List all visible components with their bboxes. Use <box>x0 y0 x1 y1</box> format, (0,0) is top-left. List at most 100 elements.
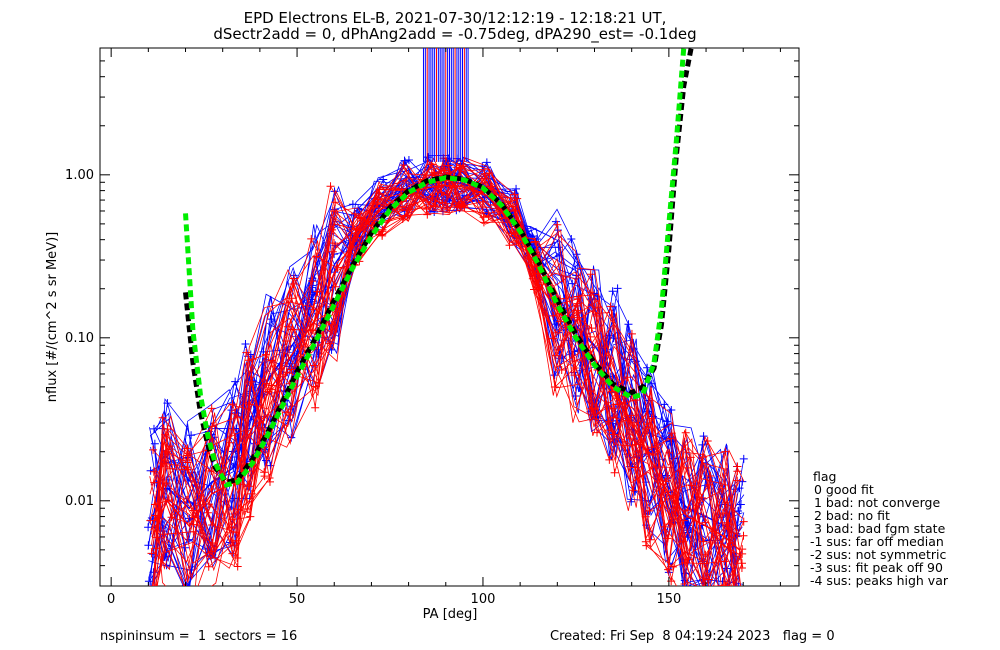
data-point <box>681 591 689 599</box>
data-point <box>724 590 732 598</box>
data-point <box>348 200 357 209</box>
flag-legend: flag 0 good fit 1 bad: not converge 2 ba… <box>810 469 949 588</box>
data-point <box>309 326 318 335</box>
data-point <box>549 311 558 320</box>
data-point <box>723 518 732 527</box>
data-point <box>587 324 596 333</box>
data-point <box>606 302 615 311</box>
legend-entry: 2 bad: no fit <box>810 508 890 523</box>
legend-entry: -4 sus: peaks high var <box>810 573 949 588</box>
data-point <box>149 614 157 622</box>
data-point <box>260 468 269 477</box>
data-point <box>716 593 724 601</box>
data-point <box>732 611 740 619</box>
y-tick-label: 1.00 <box>65 168 94 183</box>
data-point <box>647 414 656 423</box>
data-point <box>266 461 275 470</box>
data-point <box>144 523 153 532</box>
data-point <box>400 156 409 165</box>
data-point <box>717 616 725 624</box>
data-point <box>398 214 407 223</box>
data-point <box>144 577 153 586</box>
data-point <box>437 188 446 197</box>
data-point <box>427 160 436 169</box>
data-point <box>623 373 632 382</box>
data-point <box>233 412 242 421</box>
data-point <box>510 190 519 199</box>
data-point <box>723 542 732 551</box>
chart-title-line2: dSectr2add = 0, dPhAng2add = -0.75deg, d… <box>213 25 696 44</box>
data-point <box>307 234 316 243</box>
data-point <box>162 552 171 561</box>
data-point <box>150 478 159 487</box>
spectrum-line <box>151 174 730 586</box>
data-point <box>531 237 540 246</box>
data-point <box>667 434 676 443</box>
data-point <box>665 520 674 529</box>
spectrum-line <box>155 172 741 586</box>
spectrum-line <box>154 195 741 586</box>
data-point <box>163 447 172 456</box>
data-point <box>480 175 489 184</box>
data-point <box>373 200 382 209</box>
data-point <box>551 351 560 360</box>
data-point <box>160 530 169 539</box>
data-point <box>587 386 596 395</box>
data-point <box>648 443 657 452</box>
data-point <box>665 448 674 457</box>
data-point <box>557 366 566 375</box>
data-point <box>331 198 340 207</box>
data-point <box>375 189 384 198</box>
data-point <box>378 231 387 240</box>
data-point <box>627 411 636 420</box>
data-point <box>207 404 216 413</box>
data-point <box>739 454 748 463</box>
data-point <box>718 484 727 493</box>
footer-right: Created: Fri Sep 8 04:19:24 2023 flag = … <box>550 629 835 644</box>
data-point <box>513 194 522 203</box>
data-point <box>149 467 158 476</box>
legend-entry: 0 good fit <box>810 482 874 497</box>
data-point <box>404 156 413 165</box>
spectrum-line <box>155 167 745 568</box>
data-point <box>245 482 254 491</box>
data-point <box>630 463 639 472</box>
fit-curve-green <box>183 48 687 488</box>
data-point <box>667 406 676 415</box>
data-point <box>721 447 730 456</box>
data-point <box>457 200 466 209</box>
data-point <box>430 168 439 177</box>
data-point <box>229 425 238 434</box>
data-point <box>428 193 437 202</box>
data-point <box>681 428 690 437</box>
y-axis-label: nflux [#/(cm^2 s sr MeV)] <box>45 232 60 402</box>
x-tick-label: 50 <box>289 592 306 607</box>
data-point <box>167 513 176 522</box>
axis-layer: 0 50 100 150 0.01 0.10 1.00 <box>65 47 799 607</box>
data-point <box>703 594 711 602</box>
x-tick-label: 100 <box>471 592 496 607</box>
data-point <box>286 411 295 420</box>
data-point <box>325 339 334 348</box>
data-point <box>149 445 158 454</box>
data-point <box>553 220 562 229</box>
data-point <box>646 535 655 544</box>
data-point <box>733 476 742 485</box>
data-point <box>663 534 672 543</box>
data-point <box>680 579 689 586</box>
data-point <box>351 209 360 218</box>
data-point <box>308 277 317 286</box>
spectrum-line <box>155 158 744 586</box>
data-point <box>330 187 339 196</box>
data-point <box>261 350 270 359</box>
data-point <box>737 563 746 572</box>
data-point <box>232 536 241 545</box>
data-point <box>404 169 413 178</box>
data-point <box>664 565 673 574</box>
x-axis-label: PA [deg] <box>423 607 478 622</box>
y-tick-label: 0.10 <box>65 331 94 346</box>
data-point <box>233 553 242 562</box>
data-point <box>506 194 515 203</box>
spectrum-line <box>154 202 736 586</box>
saturation-band <box>422 48 469 162</box>
